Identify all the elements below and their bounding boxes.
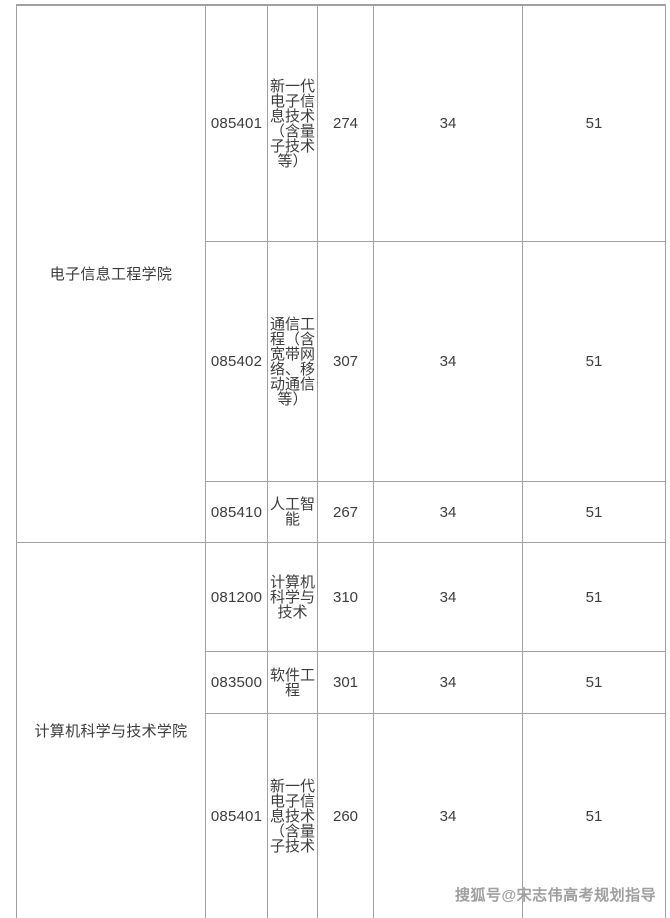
major-code-cell: 085401: [205, 5, 268, 242]
table-row: 085401 新一代电子信息技术（含量子技术 260 34 51: [17, 713, 666, 918]
major-name-cell: 人工智能: [267, 481, 318, 543]
major-name-cell: 计算机科学与技术: [267, 542, 318, 652]
subject-large-score-cell: 51: [522, 5, 666, 242]
subject-large-score-cell: 51: [522, 713, 666, 918]
total-score-cell: 301: [317, 651, 374, 714]
major-code-cell: 085401: [205, 713, 268, 918]
subject-small-score-cell: 34: [373, 5, 523, 242]
subject-small-score-cell: 34: [373, 542, 523, 652]
total-score-cell: 267: [317, 481, 374, 543]
subject-large-score-cell: 51: [522, 481, 666, 543]
major-code-cell: 081200: [205, 542, 268, 652]
table-row: 电子信息工程学院 085401 新一代电子信息技术（含量子技术等） 274 34…: [16, 5, 666, 543]
subject-small-score-cell: 34: [373, 241, 523, 482]
subject-large-score-cell: 51: [522, 241, 666, 482]
college-name-cell: 电子信息工程学院: [16, 5, 206, 543]
cell-clipped-sub2: [522, 4, 666, 6]
major-name-cell: 通信工程（含宽带网络、移动通信等）: [267, 241, 318, 482]
major-code-cell: 083500: [205, 651, 268, 714]
major-code-cell: 085410: [205, 481, 268, 543]
table-row: 085410 人工智能 267 34 51: [17, 481, 666, 543]
admission-score-table: 电子信息工程学院 085401 新一代电子信息技术（含量子技术等） 274 34…: [16, 4, 666, 918]
major-name-cell: 新一代电子信息技术（含量子技术等）: [267, 5, 318, 242]
major-code-cell: 085402: [205, 241, 268, 482]
total-score-cell: 310: [317, 542, 374, 652]
college-name-cell: 计算机科学与技术学院: [16, 542, 206, 918]
total-score-cell: 307: [317, 241, 374, 482]
score-table-wrapper: 电子信息工程学院 085401 新一代电子信息技术（含量子技术等） 274 34…: [16, 4, 666, 918]
subject-large-score-cell: 51: [522, 542, 666, 652]
subject-small-score-cell: 34: [373, 651, 523, 714]
table-row: 计算机科学与技术学院 081200 计算机科学与技术 310 34 51: [16, 542, 666, 918]
table-row: 083500 软件工程 301 34 51: [17, 651, 666, 714]
total-score-cell: 260: [317, 713, 374, 918]
subject-large-score-cell: 51: [522, 651, 666, 714]
table-row: 085402 通信工程（含宽带网络、移动通信等） 307 34 51: [17, 241, 666, 482]
major-name-cell: 新一代电子信息技术（含量子技术: [267, 713, 318, 918]
major-name-cell: 软件工程: [267, 651, 318, 714]
subject-small-score-cell: 34: [373, 713, 523, 918]
subject-small-score-cell: 34: [373, 481, 523, 543]
table-row-clipped-top: [16, 4, 666, 6]
total-score-cell: 274: [317, 5, 374, 242]
